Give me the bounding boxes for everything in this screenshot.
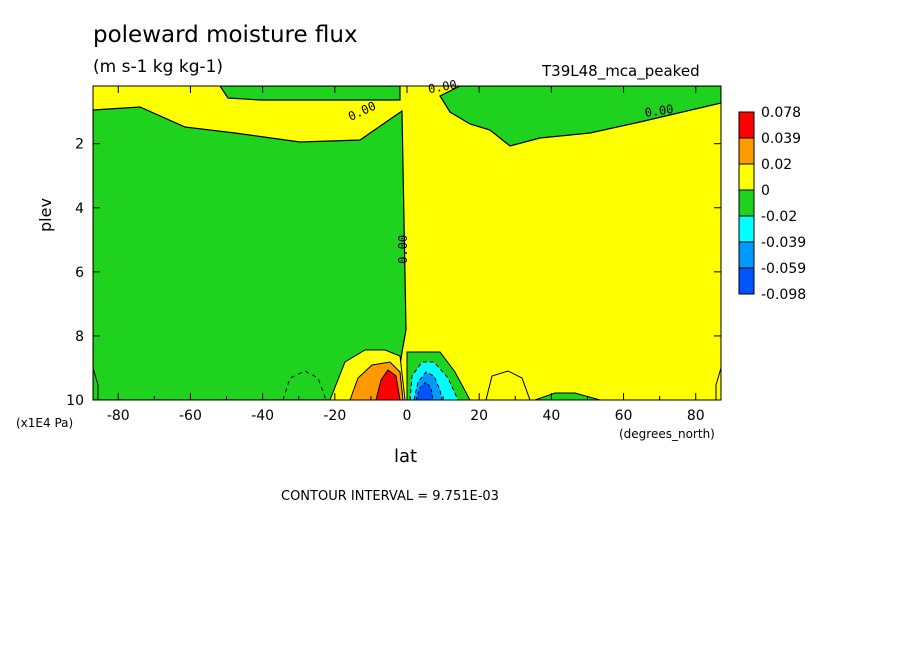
colorbar-label: -0.039 xyxy=(761,235,806,251)
colorbar-swatch xyxy=(738,163,755,191)
y-tick-label: 2 xyxy=(75,137,84,153)
region-nh-dark-negative xyxy=(415,381,434,400)
colorbar-label: -0.02 xyxy=(761,209,797,225)
colorbar: 0.078 0.039 0.02 0 -0.02 -0.039 -0.059 -0.098 xyxy=(738,105,806,303)
colorbar-label: 0.078 xyxy=(761,105,801,121)
colorbar-swatch xyxy=(738,111,755,139)
y-ticks: 2 4 6 8 10 xyxy=(66,137,721,409)
contour-line-edge-right xyxy=(715,367,721,400)
contour-label: 0.00 xyxy=(644,102,675,120)
x-tick-label: 40 xyxy=(542,408,560,424)
y-tick-label: 6 xyxy=(75,265,84,281)
x-tick-label: -40 xyxy=(251,408,274,424)
y-tick-label: 8 xyxy=(75,329,84,345)
contour-line-nh xyxy=(485,370,531,400)
colorbar-label: -0.098 xyxy=(761,287,806,303)
colorbar-label: 0.02 xyxy=(761,157,792,173)
colorbar-label: -0.059 xyxy=(761,261,806,277)
colorbar-swatch xyxy=(738,137,755,165)
chart-title: poleward moisture flux xyxy=(93,22,358,48)
colorbar-label: 0 xyxy=(761,183,770,199)
y-axis-units: (x1E4 Pa) xyxy=(16,416,74,430)
x-axis-units: (degrees_north) xyxy=(619,427,715,441)
contour-line-edge-left xyxy=(93,367,99,400)
colorbar-swatch xyxy=(738,267,755,295)
contour-fill xyxy=(93,86,721,400)
region-sh-negative xyxy=(93,106,407,400)
x-tick-label: -80 xyxy=(107,408,130,424)
y-tick-label: 10 xyxy=(66,393,84,409)
region-nh-upper-negative xyxy=(439,86,721,147)
colorbar-label: 0.039 xyxy=(761,131,801,147)
x-tick-label: 80 xyxy=(687,408,705,424)
x-tick-label: -60 xyxy=(179,408,202,424)
colorbar-swatch xyxy=(738,189,755,217)
contour-label: 0.00 xyxy=(396,235,410,264)
x-tick-label: -20 xyxy=(323,408,346,424)
y-tick-label: 4 xyxy=(75,201,84,217)
colorbar-swatch xyxy=(738,215,755,243)
contour-interval: CONTOUR INTERVAL = 9.751E-03 xyxy=(281,489,499,504)
contour-label: 0.00 xyxy=(427,77,458,96)
x-tick-label: 20 xyxy=(470,408,488,424)
chart-units: (m s-1 kg kg-1) xyxy=(93,57,224,77)
region-sh-high-positive xyxy=(375,369,401,400)
x-axis-label: lat xyxy=(394,446,418,467)
colorbar-swatch xyxy=(738,241,755,269)
region-top-negative xyxy=(219,86,401,101)
x-ticks: -80 -60 -40 -20 0 20 40 60 80 xyxy=(107,86,705,424)
x-tick-label: 60 xyxy=(615,408,633,424)
x-tick-label: 0 xyxy=(403,408,412,424)
run-label: T39L48_mca_peaked xyxy=(542,62,700,80)
